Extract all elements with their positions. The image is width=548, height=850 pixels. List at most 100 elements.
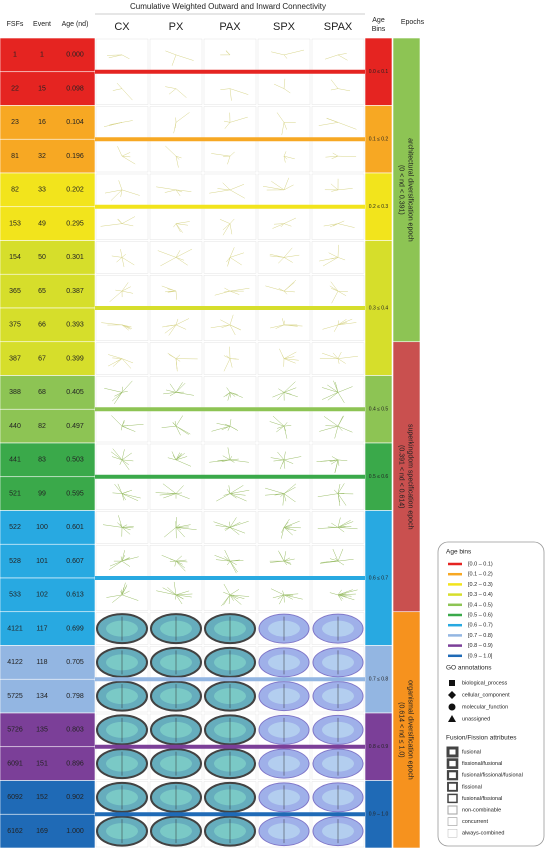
network-edge (334, 459, 339, 473)
network-edge (175, 358, 178, 370)
network-edge (337, 392, 345, 403)
network-edge (331, 155, 339, 160)
network-edge (337, 322, 357, 326)
network-edge (175, 559, 187, 562)
network-edge (175, 425, 189, 435)
legend-label: fusional/fissional/fusional (462, 773, 523, 779)
network-edge (283, 594, 303, 600)
network-edge (121, 584, 128, 595)
legend-label: [0.3 – 0.4) (468, 592, 493, 598)
network-edge (283, 527, 290, 531)
legend-label: fusional (462, 749, 481, 755)
column-header: FSFs (7, 21, 24, 28)
legend-title: GO annotations (446, 665, 492, 672)
network-edge (167, 457, 177, 461)
legend-label: [0.1 – 0.2) (468, 572, 493, 578)
network-edge (108, 560, 123, 570)
network-edge (283, 88, 291, 94)
network-edge (337, 290, 348, 292)
network-edge (333, 489, 339, 494)
age-bin-cell (364, 172, 393, 241)
network-edge (121, 88, 133, 101)
network-edge (283, 558, 295, 562)
network-edge (175, 493, 190, 499)
bin-separator (95, 204, 365, 209)
network-header: SPAX (324, 21, 353, 33)
network-edge (283, 425, 292, 427)
network-edge (216, 493, 231, 502)
cell-text: 0.399 (66, 355, 84, 362)
network-edge (121, 489, 133, 494)
network-edge (283, 177, 290, 190)
network-edge (280, 223, 285, 228)
age-bin-label: 0.7 ≤ 0.8 (369, 677, 389, 683)
network-edge (337, 459, 340, 466)
network-edge (332, 352, 339, 359)
network-edge (229, 458, 239, 461)
network-edge (217, 188, 231, 191)
network-edge (277, 594, 285, 600)
network-edge (110, 451, 123, 461)
network-edge (283, 451, 286, 460)
network-edge (316, 459, 339, 462)
network-edge (282, 354, 285, 359)
age-bin-cell (364, 375, 393, 444)
legend-label: fissional (462, 784, 482, 790)
fusion-symbol (446, 770, 459, 781)
cell-text: 0.196 (66, 153, 84, 160)
network-edge (111, 415, 123, 427)
network-edge (166, 389, 177, 393)
network-edge (283, 282, 295, 292)
network-edge (175, 257, 185, 261)
network-edge (331, 522, 339, 528)
cell-text: 533 (9, 592, 21, 599)
network-edge (337, 88, 351, 92)
row-cell (0, 408, 96, 444)
network-edge (174, 420, 177, 427)
row-cell (0, 172, 96, 208)
cell-text: 33 (38, 187, 46, 194)
network-edge (330, 281, 339, 292)
network-edge (229, 218, 235, 224)
network-edge (321, 387, 339, 393)
network-edge (175, 248, 193, 258)
network-edge (270, 457, 285, 461)
network-edge (175, 112, 190, 123)
network-edge (223, 355, 231, 359)
network-edge (175, 594, 192, 598)
network-edge (104, 388, 123, 393)
network-edge (226, 257, 231, 263)
network-edge (275, 324, 285, 329)
cell-text: 387 (9, 355, 21, 362)
network-edge (330, 88, 339, 91)
network-edge (229, 520, 249, 528)
cell-text: 0.405 (66, 389, 84, 396)
cell-text: 65 (38, 288, 46, 295)
network-edge (269, 255, 285, 258)
legend-box (437, 541, 545, 847)
network-edge (337, 493, 341, 506)
network-edge (337, 558, 354, 562)
network-edge (118, 180, 123, 190)
network-edge (229, 527, 240, 535)
network-edge (280, 493, 285, 497)
cell-text: 1.000 (66, 828, 84, 835)
network-edge (277, 425, 285, 429)
network-edge (271, 51, 285, 56)
legend-label: fusional/fissional (462, 796, 502, 802)
cell-text: 0.699 (66, 625, 84, 632)
network-edge (175, 291, 177, 300)
network-edge (175, 223, 188, 226)
network-edge (175, 257, 188, 266)
network-edge (283, 593, 299, 596)
cell-text: 1 (40, 52, 44, 59)
network-edge (283, 525, 292, 528)
network-edge (167, 492, 177, 494)
network-edge (283, 155, 295, 160)
cell-text: 16 (38, 119, 46, 126)
network-edge (112, 358, 123, 367)
cell-text: 15 (38, 85, 46, 92)
fusion-symbol (447, 805, 458, 815)
network-edge (121, 526, 134, 528)
legend-label: always-combined (462, 831, 505, 837)
